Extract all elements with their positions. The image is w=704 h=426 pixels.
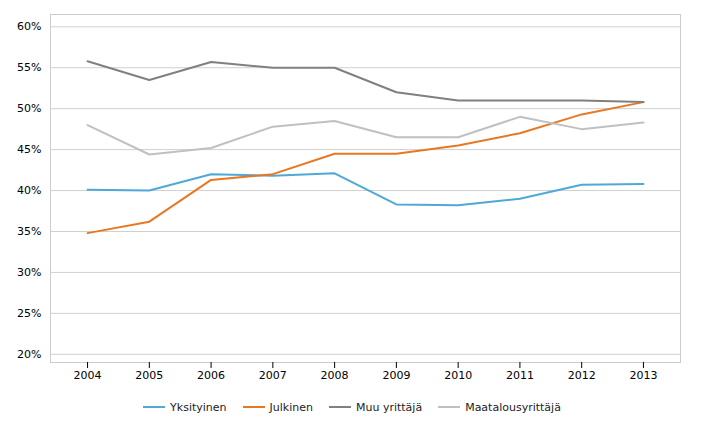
svg-text:30%: 30%	[17, 266, 41, 279]
html-text:Muu yrittäjä: Muu yrittäjä	[356, 400, 423, 414]
svg-text:40%: 40%	[17, 184, 41, 197]
html-text:Yksityinen: Yksityinen	[170, 400, 227, 414]
svg-text:2013: 2013	[629, 369, 657, 382]
svg-text:2010: 2010	[444, 369, 472, 382]
html-text:Maatalousyrittäjä: Maatalousyrittäjä	[465, 400, 561, 414]
svg-text:20%: 20%	[17, 348, 41, 361]
svg-text:55%: 55%	[17, 61, 41, 74]
svg-text:2012: 2012	[568, 369, 596, 382]
svg-text:2006: 2006	[197, 369, 225, 382]
svg-text:2008: 2008	[321, 369, 349, 382]
svg-text:25%: 25%	[17, 307, 41, 320]
svg-text:35%: 35%	[17, 225, 41, 238]
svg-text:60%: 60%	[17, 20, 41, 33]
svg-text:45%: 45%	[17, 143, 41, 156]
svg-text:2004: 2004	[74, 369, 102, 382]
svg-text:2009: 2009	[382, 369, 410, 382]
svg-text:50%: 50%	[17, 102, 41, 115]
svg-text:2011: 2011	[506, 369, 534, 382]
svg-text:2007: 2007	[259, 369, 287, 382]
html-text:Julkinen: Julkinen	[269, 400, 313, 414]
svg-text:2005: 2005	[135, 369, 163, 382]
